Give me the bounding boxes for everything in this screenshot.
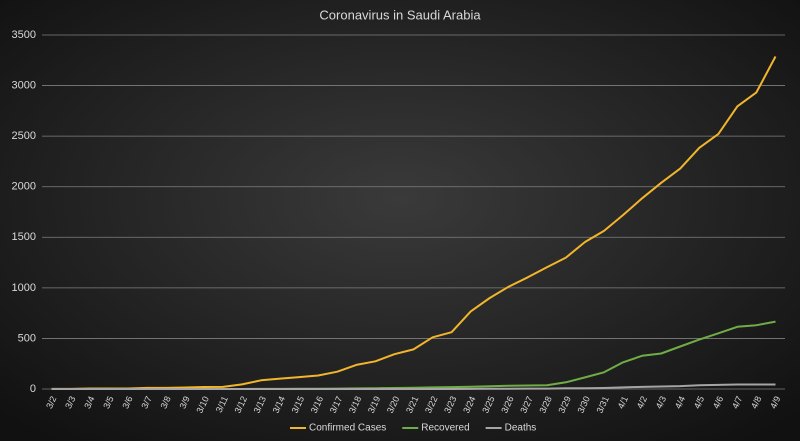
x-tick-label: 4/6: [711, 395, 725, 411]
y-tick-label: 500: [18, 332, 36, 344]
x-tick-label: 4/3: [654, 395, 668, 411]
line-series: [51, 383, 776, 390]
x-tick-label: 3/6: [120, 395, 134, 411]
x-tick-label: 3/9: [177, 395, 191, 411]
x-tick-label: 3/7: [139, 395, 153, 411]
legend-label: Recovered: [421, 423, 469, 434]
legend-label: Confirmed Cases: [309, 423, 386, 434]
x-tick-label: 4/4: [673, 395, 687, 411]
x-tick-label: 4/2: [635, 395, 649, 411]
x-tick-label: 4/9: [768, 395, 782, 411]
y-tick-label: 3500: [12, 29, 36, 41]
line-series: [51, 56, 777, 390]
y-tick-label: 2500: [12, 130, 36, 142]
x-tick-label: 3/2: [44, 395, 58, 411]
y-tick-label: 3000: [12, 79, 36, 91]
chart-title: Coronavirus in Saudi Arabia: [319, 7, 481, 22]
x-tick-label: 3/3: [63, 395, 77, 411]
x-tick-label: 3/4: [82, 395, 96, 411]
x-tick-label: 4/7: [730, 395, 744, 411]
x-tick-label: 3/8: [158, 395, 172, 411]
x-tick-label: 4/5: [692, 395, 706, 411]
x-tick-label: 3/5: [101, 395, 115, 411]
y-tick-label: 1500: [12, 231, 36, 243]
legend-label: Deaths: [505, 423, 537, 434]
x-tick-label: 4/1: [616, 395, 630, 411]
y-tick-label: 0: [30, 383, 36, 395]
x-tick-label: 4/8: [749, 395, 763, 411]
y-tick-label: 1000: [12, 282, 36, 294]
y-tick-label: 2000: [12, 181, 36, 193]
